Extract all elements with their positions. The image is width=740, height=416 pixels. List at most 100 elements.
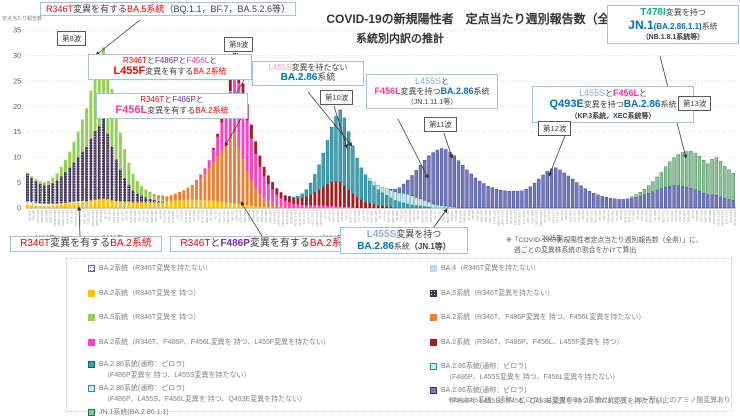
- legend-item: JN.1系統(BA.2.86.1.1)（F486P、L455S、F456L、Q4…: [88, 408, 330, 416]
- series-ba286-l455s: [363, 173, 456, 209]
- callout-ba286-q493e: L455SとF456Lと Q493E変異を持つBA.2.86系統 （KP.3系統，X…: [532, 86, 694, 124]
- svg-text:0: 0: [17, 206, 21, 213]
- legend-label: （F486P変異を 持つ、L455S変異を持たない）: [103, 371, 251, 379]
- svg-text:10/13-10/19: 10/13-10/19: [716, 210, 720, 226]
- svg-text:4/24-4/30: 4/24-4/30: [171, 210, 175, 223]
- callout-ba2-f486p: R346TとF486P変異を有するBA.2系統: [170, 236, 362, 252]
- svg-text:5/26-6/1: 5/26-6/1: [632, 210, 636, 221]
- legend-item: BA.2.86系統(通称：ピロラ) （F486P、L455S変異を 持つ、F456…: [430, 362, 669, 383]
- svg-text:10/7-10/13: 10/7-10/13: [492, 210, 496, 225]
- legend-label: BA.2.86系統(通称：ピロラ): [441, 363, 527, 370]
- svg-text:8/29-9/4: 8/29-9/4: [27, 210, 31, 221]
- svg-text:11/14-11/20: 11/14-11/20: [74, 210, 78, 226]
- svg-text:2/3-2/9: 2/3-2/9: [564, 210, 568, 220]
- svg-text:10/16-10/22: 10/16-10/22: [277, 210, 281, 226]
- legend-item: BA.2系統（R346T、F486P変異を 持つ、F456L変異を持たない）: [430, 313, 669, 324]
- svg-text:9/4-9/10: 9/4-9/10: [251, 210, 255, 221]
- svg-text:8/11-8/17: 8/11-8/17: [678, 210, 682, 223]
- svg-text:4/21-4/27: 4/21-4/27: [611, 210, 615, 223]
- svg-text:7/28-8/3: 7/28-8/3: [670, 210, 674, 221]
- svg-text:12/18-12/24: 12/18-12/24: [315, 210, 319, 226]
- svg-text:7/8-7/14: 7/8-7/14: [437, 210, 441, 221]
- svg-text:4/7-4/13: 4/7-4/13: [602, 210, 606, 221]
- svg-text:3/18-3/24: 3/18-3/24: [370, 210, 374, 223]
- svg-text:1/20-1/26: 1/20-1/26: [556, 210, 560, 223]
- wave-label-wave-9: 第9波: [224, 37, 254, 52]
- svg-text:9/29-10/5: 9/29-10/5: [708, 210, 712, 223]
- svg-text:12/12-12/18: 12/12-12/18: [91, 210, 95, 226]
- callout-ba286-no-l455s: L455S変異を持たない BA.2.86系統: [252, 61, 364, 86]
- svg-text:1/6-1/12: 1/6-1/12: [547, 210, 551, 221]
- svg-text:9/18-9/24: 9/18-9/24: [260, 210, 264, 223]
- svg-text:10/30-11/5: 10/30-11/5: [285, 210, 289, 224]
- svg-text:7/7-7/13: 7/7-7/13: [657, 210, 661, 221]
- series-ba2-f486p: [144, 133, 291, 208]
- legend-label: BA.2系統（R346T、F486P、F456L変異を 持つ、L455F変異を持…: [99, 338, 331, 346]
- svg-text:6/9-6/15: 6/9-6/15: [640, 210, 644, 221]
- wave-label-wave-12: 第12波: [538, 121, 572, 136]
- legend-swatch-magenta: [88, 338, 95, 346]
- svg-text:4/29-5/5: 4/29-5/5: [395, 210, 399, 221]
- svg-text:10/24-10/30: 10/24-10/30: [61, 210, 65, 226]
- svg-text:2/24-3/2: 2/24-3/2: [577, 210, 581, 221]
- svg-text:1/1-1/7: 1/1-1/7: [323, 210, 327, 220]
- legend-swatch-hatch-light: [88, 265, 95, 272]
- svg-text:1/16-1/22: 1/16-1/22: [112, 210, 116, 223]
- svg-text:5/1-5/7: 5/1-5/7: [175, 210, 179, 220]
- svg-text:7/29-8/4: 7/29-8/4: [450, 210, 454, 221]
- svg-text:9/5-9/11: 9/5-9/11: [32, 210, 36, 221]
- legend-swatch-hatch-dark: [430, 289, 437, 297]
- svg-text:1/23-1/29: 1/23-1/29: [116, 210, 120, 223]
- svg-text:10/21-10/27: 10/21-10/27: [501, 210, 505, 226]
- svg-text:3/11-3/17: 3/11-3/17: [365, 210, 369, 223]
- svg-text:8/21-8/27: 8/21-8/27: [243, 210, 247, 223]
- legend-label: BA.2.86系統(通称：ピロラ): [441, 387, 527, 394]
- svg-text:1/22-1/28: 1/22-1/28: [336, 210, 340, 223]
- svg-text:9/8-9/14: 9/8-9/14: [695, 210, 699, 221]
- legend-item: BA.5系統（R346T変異を持たない）: [430, 289, 669, 300]
- series-ba4: [26, 200, 84, 205]
- legend-item: BA.2.86系統(通称：ピロラ) （F486P、L455S、F456L変異を 持…: [88, 384, 330, 405]
- stacked-bars: [26, 47, 735, 209]
- svg-text:3/4-3/10: 3/4-3/10: [361, 210, 365, 221]
- y-axis-title: 定点当たり報告数: [2, 16, 43, 22]
- svg-text:3/6-3/12: 3/6-3/12: [142, 210, 146, 221]
- svg-text:10/6-10/12: 10/6-10/12: [712, 210, 716, 225]
- svg-text:4/28-5/4: 4/28-5/4: [615, 210, 619, 221]
- svg-text:9/11-9/17: 9/11-9/17: [256, 210, 260, 223]
- svg-text:3/20-3/26: 3/20-3/26: [150, 210, 154, 223]
- legend-label: BA.2系統（R346T変異を 持つ）: [99, 289, 201, 297]
- svg-text:10/28-11/3: 10/28-11/3: [505, 210, 509, 224]
- svg-text:5/15-5/21: 5/15-5/21: [184, 210, 188, 223]
- svg-text:1/8-1/14: 1/8-1/14: [327, 210, 331, 221]
- svg-text:6/5-6/11: 6/5-6/11: [196, 210, 200, 221]
- source-note-line2: 週ごとの変異株系統の割合をかけて算出: [514, 246, 637, 254]
- svg-text:12/30-1/5: 12/30-1/5: [543, 210, 547, 223]
- svg-text:11/18-11/24: 11/18-11/24: [518, 210, 522, 226]
- wave-label-wave-10: 第10波: [320, 90, 354, 105]
- wave-label-wave-11: 第11波: [424, 117, 457, 132]
- svg-text:2/10-2/16: 2/10-2/16: [568, 210, 572, 223]
- callout-ba286-f456l: L455Sと F456L変異を持つBA.2.86系統 （JN.1.11.1等）: [366, 74, 498, 109]
- svg-text:10/17-10/23: 10/17-10/23: [57, 210, 61, 226]
- svg-text:2/5-2/11: 2/5-2/11: [344, 210, 348, 221]
- svg-text:7/17-7/23: 7/17-7/23: [222, 210, 226, 223]
- svg-text:12/5-12/11: 12/5-12/11: [87, 210, 91, 224]
- legend-label: （F486P、L455S変異を 持つ、F456L変異を持たない）: [445, 373, 620, 381]
- legend-swatch-orange: [430, 314, 437, 321]
- callout-ba2-l455f: R346TとF486PとF456Lと L455F変異を有するBA.2系統: [88, 54, 252, 80]
- svg-text:4/1-4/7: 4/1-4/7: [378, 210, 382, 220]
- legend-footnote: ※BA.2.86系統（通称：ピロラ）は従来のBA.2系統と比べて、30ヶ所以上の…: [448, 397, 731, 404]
- svg-text:1/30-2/5: 1/30-2/5: [120, 210, 124, 221]
- svg-text:2025年: 2025年: [542, 233, 563, 242]
- svg-text:6/24-6/30: 6/24-6/30: [429, 210, 433, 223]
- svg-text:10/31-11/6: 10/31-11/6: [65, 210, 69, 224]
- svg-text:4/3-4/9: 4/3-4/9: [158, 210, 162, 220]
- svg-text:6/17-6/23: 6/17-6/23: [425, 210, 429, 223]
- svg-text:2/17-2/23: 2/17-2/23: [573, 210, 577, 223]
- legend-item: BA.2系統（R346T、F486P、F456L変異を 持つ、L455F変異を持…: [88, 338, 330, 349]
- svg-text:11/3-11/9: 11/3-11/9: [729, 210, 733, 223]
- svg-text:5: 5: [17, 180, 21, 187]
- svg-text:2/20-2/26: 2/20-2/26: [133, 210, 137, 223]
